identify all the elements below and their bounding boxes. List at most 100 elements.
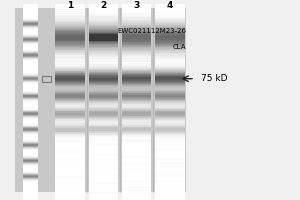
Bar	[55, 11, 85, 12]
Bar	[55, 147, 85, 148]
Bar	[122, 197, 151, 198]
Bar	[89, 140, 118, 141]
Bar	[122, 131, 151, 132]
Bar	[155, 156, 185, 157]
Bar	[55, 28, 85, 29]
Bar	[55, 92, 85, 93]
Bar	[155, 91, 185, 92]
Bar	[22, 153, 38, 154]
Bar	[22, 150, 38, 151]
Bar	[55, 24, 85, 25]
Bar	[55, 187, 85, 188]
Bar	[122, 109, 151, 110]
Bar	[22, 106, 38, 107]
Bar	[89, 118, 118, 119]
Bar	[155, 160, 185, 161]
Bar	[155, 58, 185, 59]
Bar	[55, 173, 85, 174]
Bar	[122, 57, 151, 58]
Bar	[155, 23, 185, 24]
Bar	[155, 93, 185, 94]
Bar	[22, 66, 38, 67]
Bar	[155, 186, 185, 187]
Bar	[122, 25, 151, 26]
Bar	[122, 147, 151, 148]
Bar	[122, 4, 151, 5]
Bar	[122, 23, 151, 24]
Bar	[122, 124, 151, 125]
Bar	[89, 8, 118, 9]
Bar	[122, 137, 151, 138]
Bar	[155, 34, 185, 35]
Bar	[155, 150, 185, 151]
Bar	[89, 94, 118, 95]
Bar	[122, 8, 151, 9]
Bar	[155, 55, 185, 56]
Bar	[89, 125, 118, 126]
Bar	[89, 143, 118, 144]
Bar	[55, 34, 85, 35]
Bar	[22, 186, 38, 187]
Bar	[89, 89, 118, 90]
Bar	[22, 146, 38, 147]
Bar	[155, 155, 185, 156]
Bar	[155, 113, 185, 114]
Bar	[55, 85, 85, 86]
Bar	[55, 35, 85, 36]
Bar	[89, 183, 118, 184]
Bar	[122, 75, 151, 76]
Bar	[22, 187, 38, 188]
Bar	[22, 130, 38, 131]
Bar	[89, 36, 118, 37]
Bar	[155, 180, 185, 181]
Bar	[22, 129, 38, 130]
Bar	[55, 75, 85, 76]
Bar	[22, 100, 38, 101]
Bar	[22, 111, 38, 112]
Bar	[55, 62, 85, 63]
Bar	[55, 108, 85, 109]
Bar	[89, 7, 118, 8]
Bar	[22, 15, 38, 16]
Bar	[155, 122, 185, 123]
Bar	[155, 138, 185, 139]
Bar	[122, 126, 151, 127]
Bar	[122, 187, 151, 188]
Bar	[22, 103, 38, 104]
Bar	[22, 102, 38, 103]
Bar	[122, 74, 151, 75]
Bar	[55, 182, 85, 183]
Bar	[155, 145, 185, 146]
Bar	[55, 148, 85, 149]
Bar	[122, 53, 151, 54]
Bar	[122, 160, 151, 161]
Bar	[122, 182, 151, 183]
Bar	[55, 149, 85, 150]
Bar	[155, 8, 185, 9]
Bar	[122, 196, 151, 197]
Bar	[22, 46, 38, 47]
Bar	[122, 118, 151, 119]
Bar	[55, 132, 85, 133]
Bar	[22, 27, 38, 28]
Bar	[22, 21, 38, 22]
Bar	[22, 71, 38, 72]
Bar	[22, 4, 38, 5]
Bar	[155, 33, 185, 34]
Bar	[22, 42, 38, 43]
Bar	[89, 174, 118, 175]
Bar	[89, 76, 118, 77]
Bar	[22, 126, 38, 127]
Bar	[22, 152, 38, 153]
Bar	[155, 117, 185, 118]
Bar	[55, 82, 85, 83]
Bar	[55, 111, 85, 112]
Bar	[155, 80, 185, 81]
Bar	[55, 60, 85, 61]
Bar	[22, 23, 38, 24]
Bar	[155, 162, 185, 163]
Bar	[22, 127, 38, 128]
Bar	[89, 92, 118, 93]
Bar	[155, 106, 185, 107]
Bar	[55, 183, 85, 184]
